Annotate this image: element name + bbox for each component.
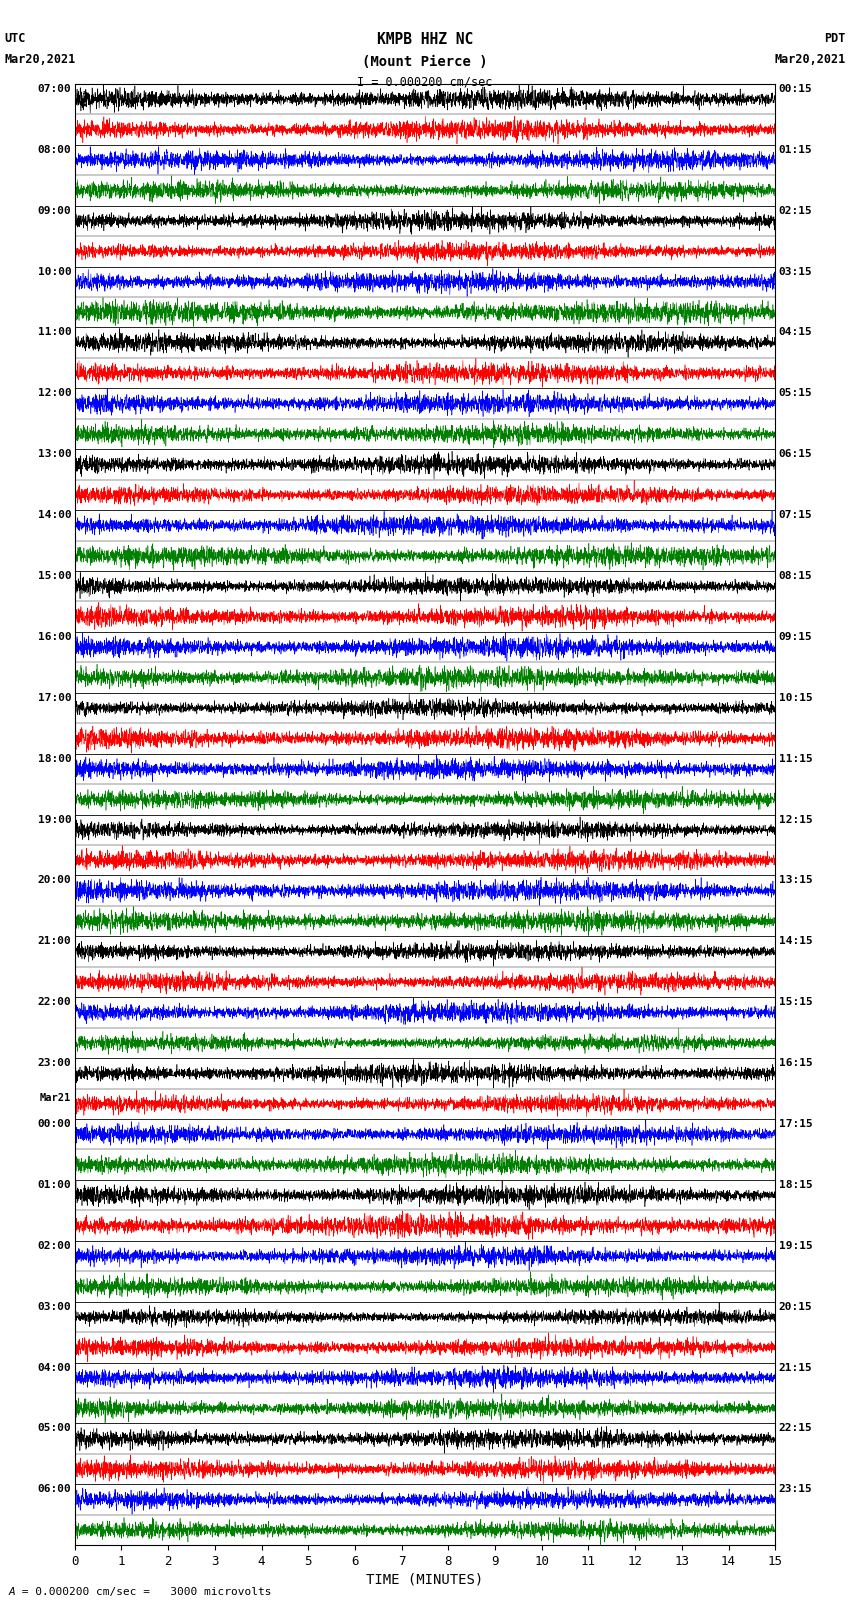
Text: Mar20,2021: Mar20,2021 <box>4 53 76 66</box>
Text: 07:15: 07:15 <box>779 510 813 519</box>
Text: 03:15: 03:15 <box>779 266 813 276</box>
Text: 14:15: 14:15 <box>779 936 813 947</box>
Text: 19:00: 19:00 <box>37 815 71 824</box>
Text: 02:15: 02:15 <box>779 206 813 216</box>
Text: 23:15: 23:15 <box>779 1484 813 1494</box>
Text: 03:00: 03:00 <box>37 1302 71 1311</box>
Text: 14:00: 14:00 <box>37 510 71 519</box>
Text: 22:00: 22:00 <box>37 997 71 1007</box>
Text: 20:00: 20:00 <box>37 876 71 886</box>
Text: KMPB HHZ NC: KMPB HHZ NC <box>377 32 473 47</box>
Text: 18:15: 18:15 <box>779 1181 813 1190</box>
Text: A: A <box>8 1587 15 1597</box>
Text: 11:00: 11:00 <box>37 327 71 337</box>
Text: 05:15: 05:15 <box>779 389 813 398</box>
Text: 20:15: 20:15 <box>779 1302 813 1311</box>
Text: (Mount Pierce ): (Mount Pierce ) <box>362 55 488 69</box>
Text: I = 0.000200 cm/sec: I = 0.000200 cm/sec <box>357 76 493 89</box>
Text: 05:00: 05:00 <box>37 1424 71 1434</box>
Text: 13:00: 13:00 <box>37 448 71 460</box>
Text: 12:00: 12:00 <box>37 389 71 398</box>
Text: 15:15: 15:15 <box>779 997 813 1007</box>
Text: 02:00: 02:00 <box>37 1240 71 1250</box>
Text: 08:15: 08:15 <box>779 571 813 581</box>
Text: 00:00: 00:00 <box>37 1119 71 1129</box>
Text: 04:00: 04:00 <box>37 1363 71 1373</box>
Text: 10:00: 10:00 <box>37 266 71 276</box>
Text: PDT: PDT <box>824 32 846 45</box>
Text: 07:00: 07:00 <box>37 84 71 94</box>
Text: 04:15: 04:15 <box>779 327 813 337</box>
Text: 17:00: 17:00 <box>37 694 71 703</box>
Text: 23:00: 23:00 <box>37 1058 71 1068</box>
Text: 22:15: 22:15 <box>779 1424 813 1434</box>
Text: 13:15: 13:15 <box>779 876 813 886</box>
Text: 15:00: 15:00 <box>37 571 71 581</box>
Text: 21:15: 21:15 <box>779 1363 813 1373</box>
Text: 18:00: 18:00 <box>37 753 71 763</box>
Text: 01:00: 01:00 <box>37 1181 71 1190</box>
Text: 12:15: 12:15 <box>779 815 813 824</box>
Text: 19:15: 19:15 <box>779 1240 813 1250</box>
Text: UTC: UTC <box>4 32 26 45</box>
X-axis label: TIME (MINUTES): TIME (MINUTES) <box>366 1573 484 1586</box>
Text: 06:00: 06:00 <box>37 1484 71 1494</box>
Text: 16:00: 16:00 <box>37 632 71 642</box>
Text: 09:15: 09:15 <box>779 632 813 642</box>
Text: 10:15: 10:15 <box>779 694 813 703</box>
Text: 00:15: 00:15 <box>779 84 813 94</box>
Text: 09:00: 09:00 <box>37 206 71 216</box>
Text: 11:15: 11:15 <box>779 753 813 763</box>
Text: 21:00: 21:00 <box>37 936 71 947</box>
Text: Mar20,2021: Mar20,2021 <box>774 53 846 66</box>
Text: 01:15: 01:15 <box>779 145 813 155</box>
Text: 06:15: 06:15 <box>779 448 813 460</box>
Text: = 0.000200 cm/sec =   3000 microvolts: = 0.000200 cm/sec = 3000 microvolts <box>15 1587 272 1597</box>
Text: 08:00: 08:00 <box>37 145 71 155</box>
Text: Mar21: Mar21 <box>40 1092 71 1103</box>
Text: 16:15: 16:15 <box>779 1058 813 1068</box>
Text: 17:15: 17:15 <box>779 1119 813 1129</box>
